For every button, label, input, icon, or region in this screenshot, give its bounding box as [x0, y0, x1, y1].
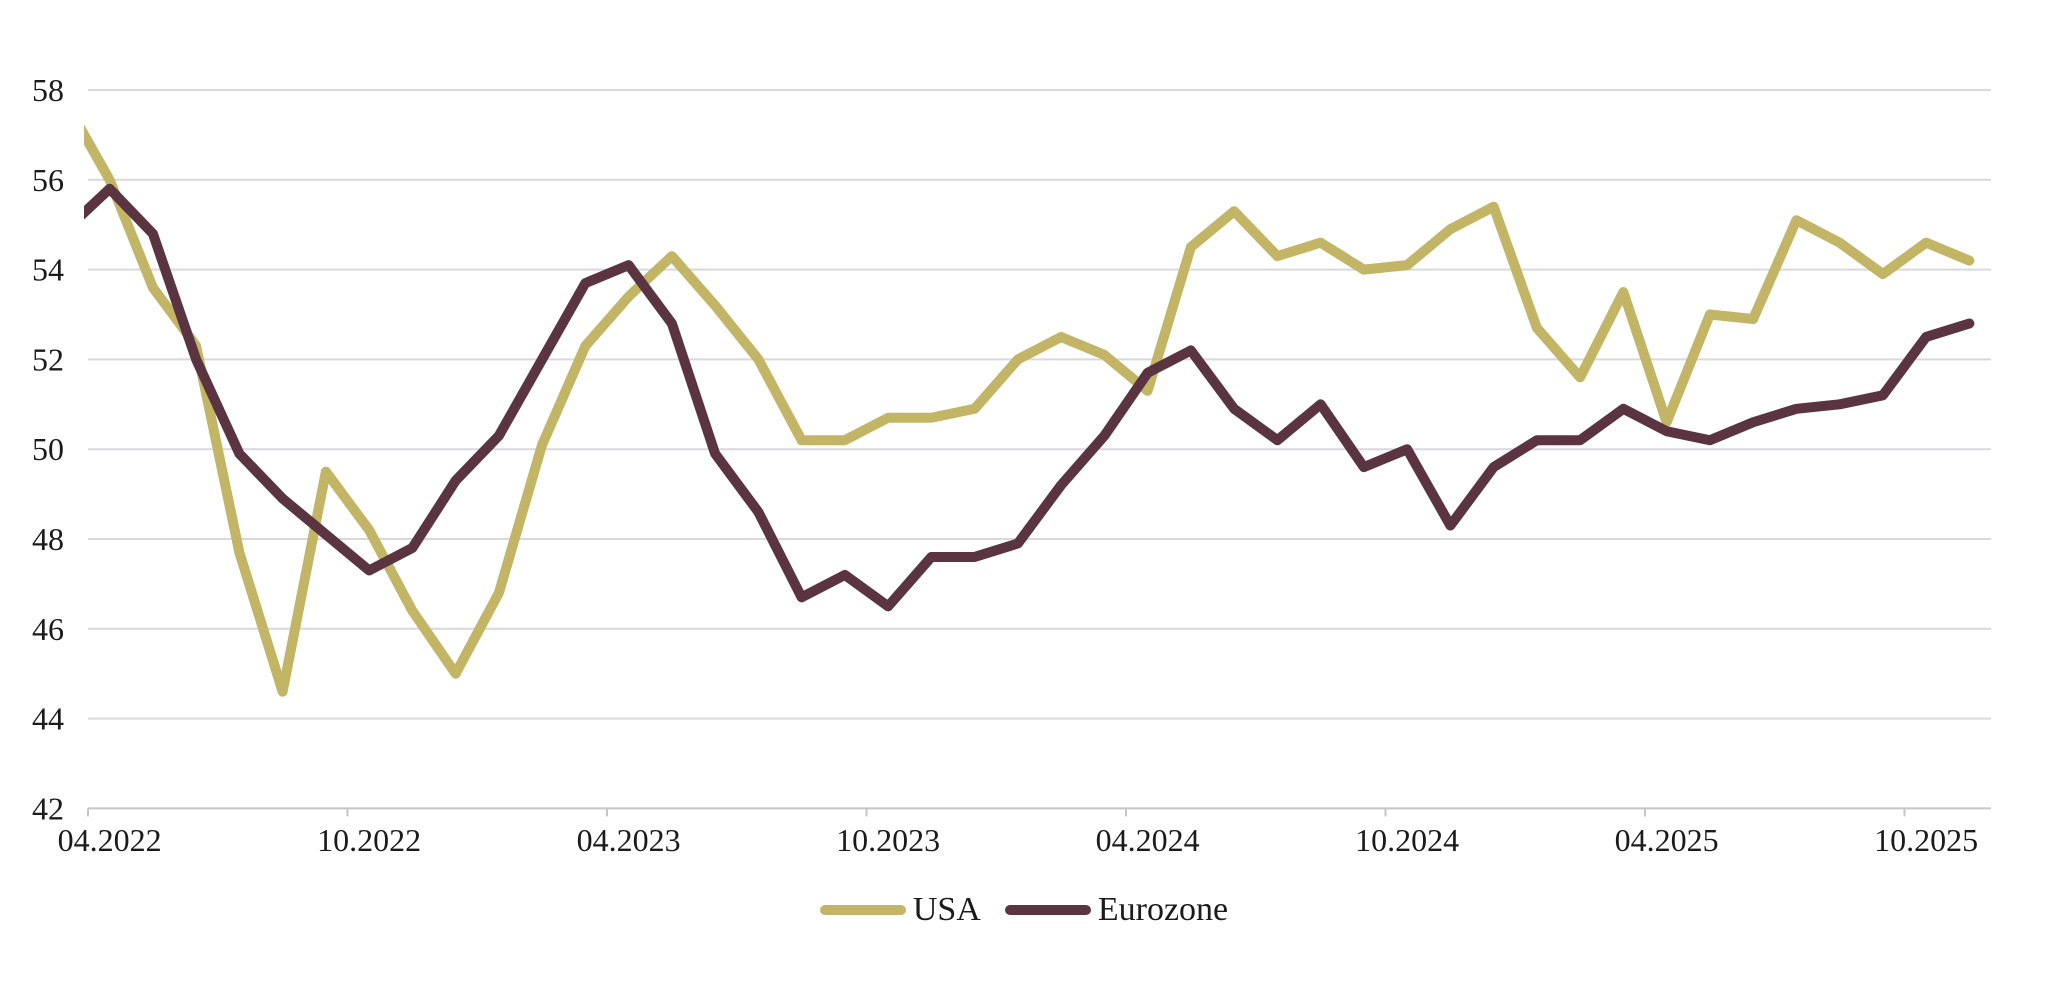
x-tick-label: 10.2025: [1874, 822, 1978, 858]
usa-line-swatch: [819, 905, 906, 915]
y-tick-label: 48: [32, 521, 64, 557]
legend-item-eurozone: Eurozone: [1004, 891, 1229, 928]
y-tick-label: 54: [32, 252, 64, 288]
y-tick-label: 56: [32, 162, 64, 198]
legend-label-usa: USA: [912, 891, 981, 928]
eurozone-line-swatch: [1004, 905, 1091, 915]
y-tick-label: 42: [32, 790, 64, 826]
legend-item-usa: USA: [819, 891, 981, 928]
y-tick-label: 52: [32, 341, 64, 377]
x-tick-label: 04.2023: [577, 822, 681, 858]
y-tick-label: 50: [32, 431, 64, 467]
x-tick-label: 10.2023: [836, 822, 940, 858]
x-tick-label: 10.2022: [317, 822, 421, 858]
eurozone-line: [84, 183, 1975, 612]
x-tick-label: 04.2022: [58, 822, 162, 858]
y-tick-label: 46: [32, 611, 64, 647]
chart-legend: USA Eurozone: [0, 888, 2048, 932]
y-tick-label: 44: [32, 701, 64, 737]
y-tick-label: 58: [32, 72, 64, 108]
usa-line: [84, 124, 1975, 697]
x-tick-label: 10.2024: [1355, 822, 1459, 858]
x-tick-label: 04.2024: [1096, 822, 1200, 858]
legend-label-eurozone: Eurozone: [1097, 891, 1229, 928]
x-tick-label: 04.2025: [1615, 822, 1719, 858]
